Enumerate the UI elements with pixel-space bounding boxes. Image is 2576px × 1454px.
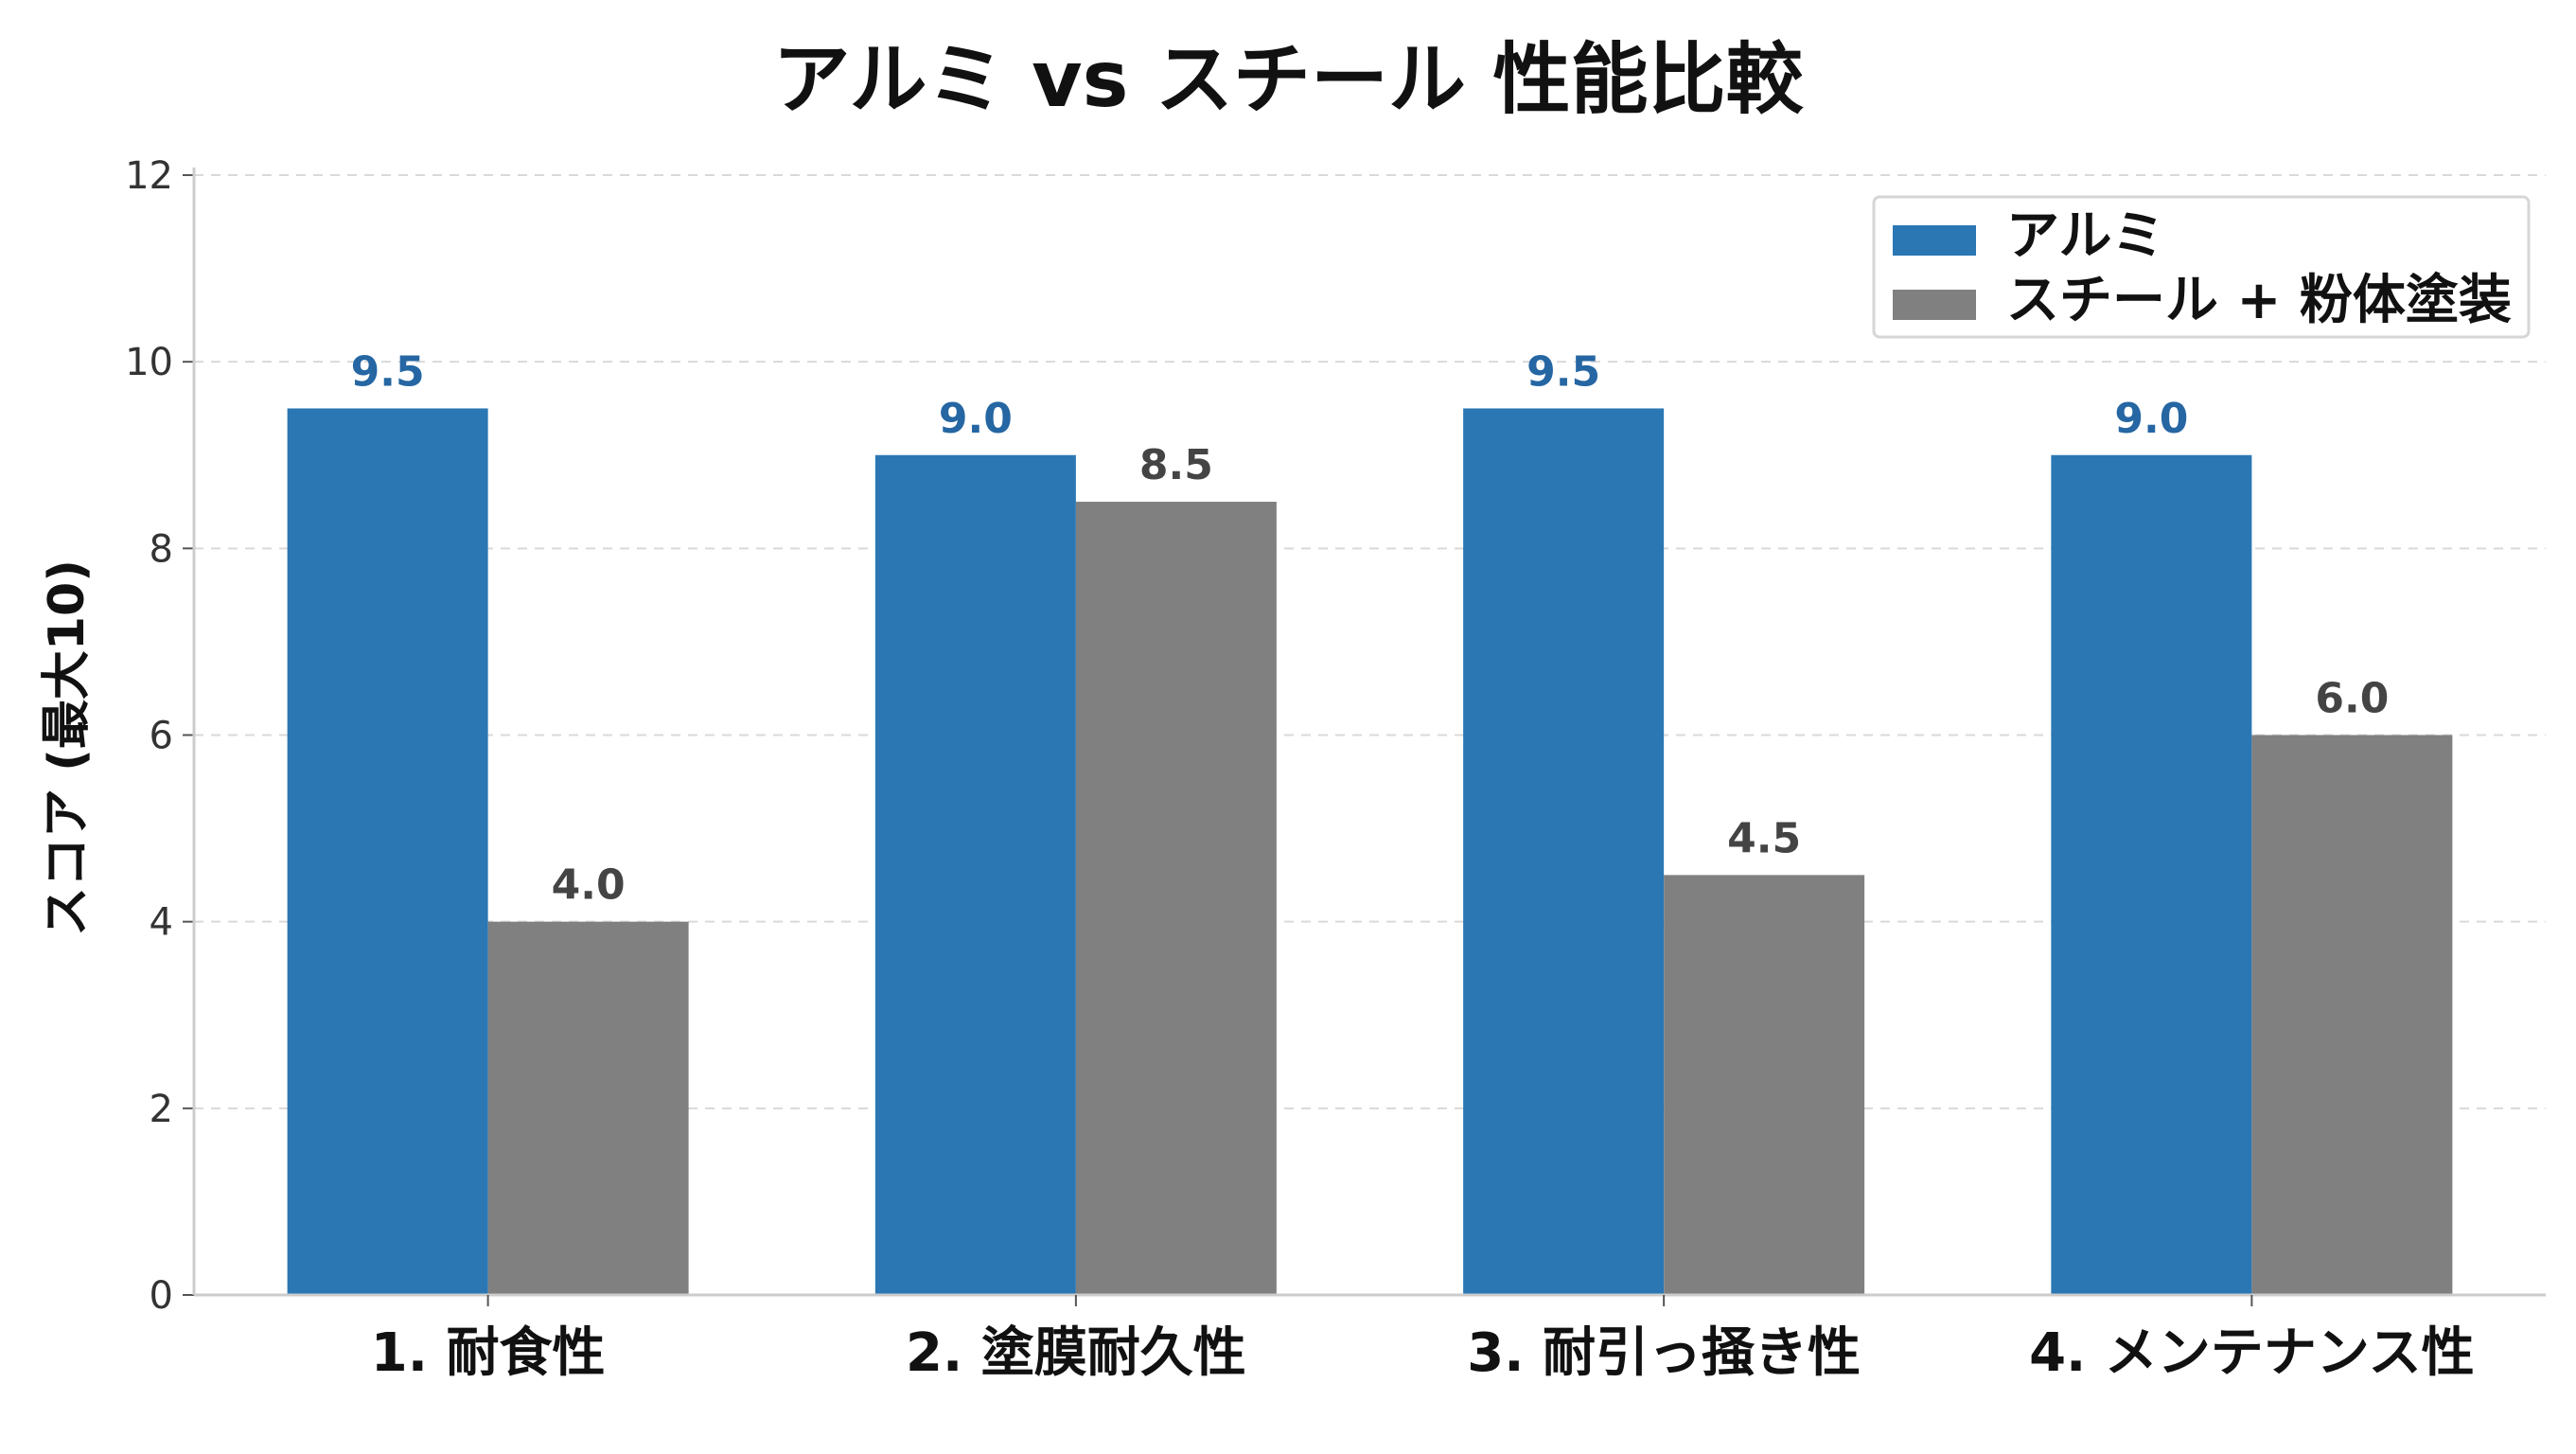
y-tick-label: 4 xyxy=(150,901,173,945)
y-tick-label: 0 xyxy=(150,1274,173,1318)
y-tick-label: 8 xyxy=(150,527,173,571)
bar xyxy=(1463,408,1665,1295)
y-tick-label: 10 xyxy=(125,341,173,384)
x-tick-label: 1. 耐食性 xyxy=(371,1322,606,1384)
data-label: 8.5 xyxy=(1139,441,1213,489)
bar xyxy=(1664,875,1865,1295)
bar xyxy=(874,454,1076,1295)
y-tick-label: 6 xyxy=(150,715,173,758)
bar xyxy=(1075,502,1277,1295)
y-axis-label: スコア (最大10) xyxy=(39,559,96,936)
x-tick-label: 2. 塗膜耐久性 xyxy=(906,1322,1246,1384)
bar xyxy=(487,921,689,1295)
y-tick-label: 12 xyxy=(125,154,173,198)
data-label: 9.0 xyxy=(2114,395,2188,443)
data-label: 9.0 xyxy=(939,395,1013,443)
data-label: 9.5 xyxy=(351,347,425,396)
chart-title: アルミ vs スチール 性能比較 xyxy=(772,35,1804,125)
data-label: 6.0 xyxy=(2315,675,2389,723)
legend-box xyxy=(1872,195,2531,339)
legend-label: アルミ xyxy=(2006,205,2164,267)
data-label: 4.5 xyxy=(1727,814,1801,862)
data-label: 9.5 xyxy=(1526,347,1600,396)
data-labels: 9.5 4.0 9.0 8.5 9.5 4.5 9.0 6.0 xyxy=(351,347,2390,909)
x-tick-label: 3. 耐引っ掻き性 xyxy=(1467,1322,1861,1384)
legend-swatch xyxy=(1893,225,1976,256)
bars xyxy=(287,408,2453,1295)
y-tick-label: 2 xyxy=(150,1088,173,1131)
bar xyxy=(2251,735,2453,1295)
legend-label: スチール + 粉体塗装 xyxy=(2006,270,2512,331)
axes: 0 2 4 6 8 10 12 1. 耐食性 2. 塗膜耐久性 3. 耐引っ掻き性 4. メンテナン… xyxy=(125,154,2546,1384)
legend-swatch xyxy=(1893,290,1976,320)
bar xyxy=(2051,454,2252,1295)
data-label: 4.0 xyxy=(552,861,626,910)
bar xyxy=(287,408,488,1295)
x-tick-label: 4. メンテナンス性 xyxy=(2029,1322,2475,1384)
